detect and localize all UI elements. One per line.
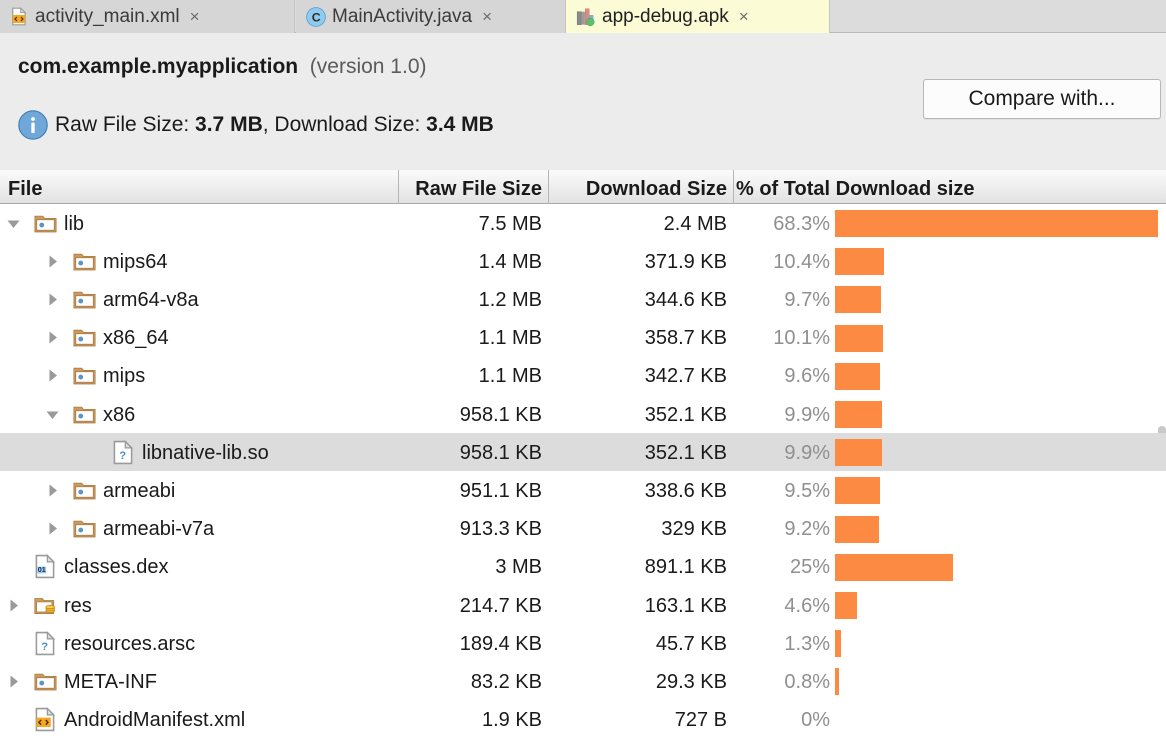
svg-text:?: ? [119,450,126,462]
svg-text:C: C [312,10,321,24]
svg-text:01: 01 [38,567,46,575]
svg-text:?: ? [41,641,48,653]
